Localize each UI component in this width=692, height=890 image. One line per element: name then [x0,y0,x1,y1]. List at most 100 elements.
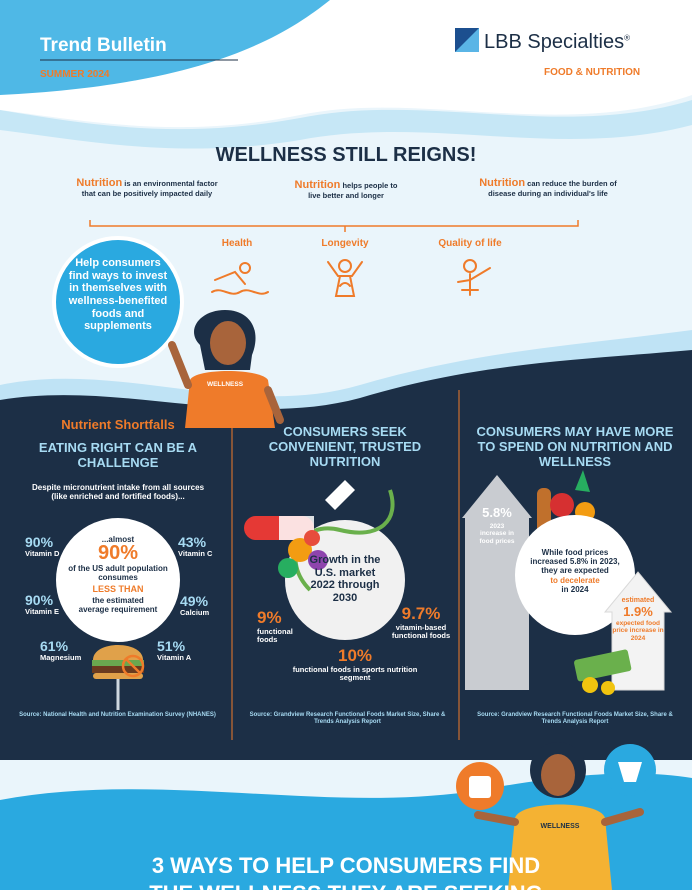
illustration-part [327,261,363,297]
shirt-text: WELLNESS [540,823,580,830]
illustration-part [121,654,145,678]
hero-title: WELLNESS STILL REIGNS! [215,144,477,166]
shortfall-value: 90% [97,542,139,564]
fact: Nutrition is an environmental factor tha… [72,177,222,198]
illustration-part [574,649,632,682]
estimate: estimated 1.9% expected food price increas… [612,597,664,642]
nutrient-name: Vitamin D [25,549,60,559]
stat: 10% functional foods in sports nutrition … [292,646,418,683]
nutrient: 43% Vitamin C [178,534,212,559]
illustration-part [185,371,275,428]
shirt-text: WELLNESS [206,381,244,388]
illustration-part [168,341,192,389]
nutrient-value: 90% [25,534,54,550]
footer-icon-detail [618,762,642,782]
footer-woman [474,742,644,890]
growth-circle [285,520,405,640]
footer-icon-detail [469,776,491,798]
illustration-part [457,267,491,296]
arrow-label: 2023 increase in food prices [479,522,515,545]
illustration-part [304,530,320,546]
header-wave [0,0,330,95]
burger [92,645,145,710]
illustration-part [338,259,352,273]
growth-text: Growth in the U.S. market 2022 through 2… [309,554,381,604]
illustration-part [325,480,355,510]
price-arrow [462,475,532,690]
shortfall-lead: ...almost [101,535,135,544]
fact-text: is an environmental factor that can be p… [81,179,218,198]
illustration-part [92,660,144,666]
supplements [244,480,355,578]
logo-icon [455,28,479,52]
benefit-icons [211,259,491,297]
callout: Help consumers find ways to invest in th… [68,257,168,333]
estimate-value: 1.9% [623,604,653,620]
fact: Nutrition can reduce the burden of disea… [472,177,624,198]
decelerate-lead: While food prices increased 5.8% in 2023… [530,548,620,576]
illustration-part [125,658,141,674]
nutrient-name: Vitamin C [178,549,213,559]
decelerate-emphasis: to decelerate [550,575,600,585]
arrow-value: 5.8% [482,505,512,520]
nutrient-name: Calcium [180,608,210,618]
nutrient: 61% Magnesium [40,638,81,663]
stat-value: 9.7% [401,604,441,623]
decelerate-circle [515,515,635,635]
illustration-part [210,321,246,365]
illustration-part [455,28,479,52]
illustration-part [582,677,598,693]
stat-value: 9% [257,608,282,627]
source: Source: National Health and Nutrition Ex… [19,712,216,718]
stat: 9.7% vitamin-based functional foods [385,604,457,641]
benefit: Longevity [321,238,369,249]
fact-keyword: Nutrition [479,177,526,189]
benefit: Health [221,238,253,249]
arrow-stat: 5.8% 2023 increase in food prices [467,505,527,545]
callout-circle [52,236,184,368]
illustration-part [601,808,644,826]
division: FOOD & NUTRITION [544,67,641,78]
nutrient: 90% Vitamin E [25,592,59,617]
nutrient: 51% Vitamin A [157,638,191,663]
nutrient-name: Vitamin A [157,653,192,663]
stat: 9% functional foods [257,608,317,645]
column-intro: Despite micronutrient intake from all so… [31,483,205,502]
bracket [89,220,579,232]
fact-keyword: Nutrition [294,179,341,191]
illustration-part [463,259,477,273]
fact-text: can reduce the burden of disease during … [488,179,617,198]
illustration-part [308,550,328,570]
illustration-part [541,754,575,796]
band-wave [0,330,692,417]
fact-keyword: Nutrition [76,177,123,189]
nutrient: 49% Calcium [180,593,209,618]
column-kicker: Nutrient Shortfalls [61,417,175,432]
cash [574,649,632,695]
illustration-part [264,386,284,424]
light-wave [0,100,692,149]
estimate-lead: estimated [621,597,655,604]
nutrient: 90% Vitamin D [25,534,59,559]
illustration-part [211,270,269,295]
source: Source: Grandview Research Functional Fo… [477,712,673,725]
nutrient-value: 61% [40,638,69,654]
column-title: EATING RIGHT CAN BE A CHALLENGE [38,440,198,470]
brand: LBB Specialties® [484,31,630,54]
stat-label: vitamin-based functional foods [391,622,451,641]
benefit: Quality of life [438,238,502,249]
illustration-part [288,538,312,562]
decelerate-text: While food prices increased 5.8% in 2023… [530,548,620,594]
decelerate-tail: in 2024 [561,584,589,594]
nutrient-value: 90% [25,592,54,608]
illustration-part [550,493,574,517]
brand-mark: ® [624,33,630,43]
brand-name: LBB Specialties [484,31,625,53]
fact: Nutrition helps people to live better an… [288,179,404,200]
estimate-label: expected food price increase in 2024 [612,619,664,642]
season: SUMMER 2024 [40,69,110,80]
illustration-part [474,811,519,826]
nutrient-name: Vitamin E [25,607,60,617]
stat-label: functional foods [257,626,293,645]
